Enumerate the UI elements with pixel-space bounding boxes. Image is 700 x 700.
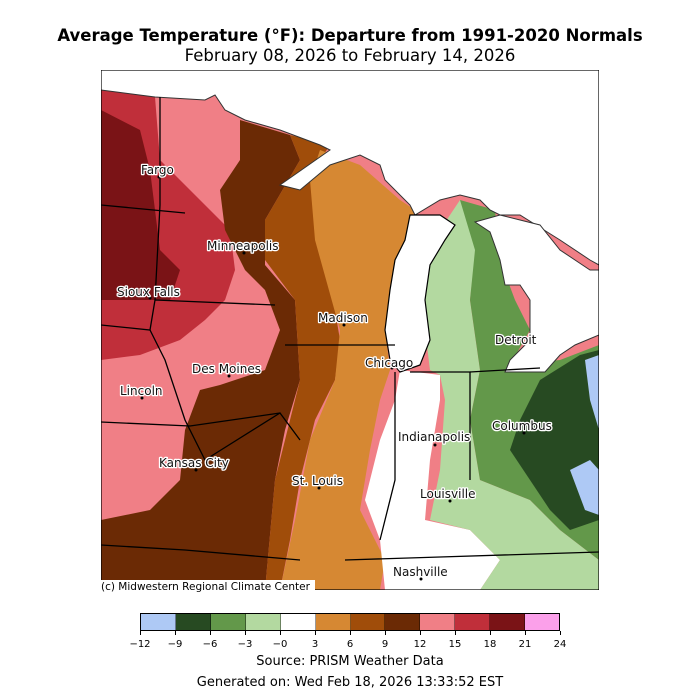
legend-tick-label: −6 (202, 639, 218, 650)
map-subtitle: February 08, 2026 to February 14, 2026 (184, 46, 516, 65)
legend-tick-label: 24 (553, 639, 567, 650)
legend-tick-mark (210, 631, 211, 635)
region-light-blue (585, 355, 599, 430)
legend-tick-label: 9 (381, 639, 389, 650)
legend-tick-mark (525, 631, 526, 635)
legend-swatch (175, 614, 211, 630)
city-label-minneapolis: Minneapolis (207, 239, 279, 253)
legend-tick-mark (560, 631, 561, 635)
lake-huron-erie-ontario (473, 214, 599, 373)
legend-swatch (245, 614, 281, 630)
legend-swatch (525, 614, 560, 630)
legend-swatch (420, 614, 456, 630)
legend-tick-label: −9 (167, 639, 183, 650)
legend-tick-label: −12 (129, 639, 151, 650)
legend-tick-mark (175, 631, 176, 635)
region-light-blue (570, 460, 599, 515)
city-label-fargo: Fargo (141, 163, 174, 177)
region-orange (280, 150, 415, 590)
region-maroon (101, 110, 180, 300)
legend-tick-label: −0 (272, 639, 288, 650)
legend-tick-mark (455, 631, 456, 635)
legend-swatch (385, 614, 421, 630)
credit-text: (c) Midwestern Regional Climate Center (101, 580, 315, 594)
state-borders (101, 97, 599, 561)
legend-tick-label: 21 (518, 639, 532, 650)
region-dark-brown (101, 120, 300, 590)
city-label-lincoln: Lincoln (120, 384, 163, 398)
city-label-madison: Madison (318, 311, 368, 325)
city-label-st-louis: St. Louis (292, 474, 343, 488)
legend-swatch (490, 614, 526, 630)
legend-swatch (315, 614, 351, 630)
city-label-nashville: Nashville (393, 565, 448, 579)
legend-tick-mark (490, 631, 491, 635)
legend-tick-mark (245, 631, 246, 635)
region-white (365, 370, 500, 590)
legend-swatch (210, 614, 246, 630)
city-label-columbus: Columbus (492, 419, 552, 433)
region-light-green (420, 200, 599, 590)
source-text: Source: PRISM Weather Data (256, 654, 444, 669)
city-label-chicago: Chicago (365, 356, 413, 370)
legend-tick-mark (350, 631, 351, 635)
legend-swatch (141, 614, 176, 630)
city-label-kansas-city: Kansas City (159, 456, 229, 470)
map-title: Average Temperature (°F): Departure from… (57, 26, 643, 45)
legend-tick-label: −3 (237, 639, 253, 650)
legend-tick-mark (280, 631, 281, 635)
city-label-louisville: Louisville (420, 487, 476, 501)
legend-tick-label: 3 (311, 639, 319, 650)
legend-tick-label: 6 (346, 639, 354, 650)
legend-tick-mark (385, 631, 386, 635)
city-label-sioux-falls: Sioux Falls (117, 285, 180, 299)
city-label-des-moines: Des Moines (192, 362, 261, 376)
color-legend-bar (140, 613, 560, 631)
generated-text: Generated on: Wed Feb 18, 2026 13:33:52 … (196, 675, 504, 690)
legend-swatch (455, 614, 491, 630)
legend-tick-mark (315, 631, 316, 635)
city-label-indianapolis: Indianapolis (398, 430, 470, 444)
legend-swatch (280, 614, 316, 630)
city-label-detroit: Detroit (495, 333, 537, 347)
city-labels: Fargo Minneapolis Sioux Falls Madison De… (116, 162, 553, 581)
legend-tick-label: 15 (448, 639, 462, 650)
legend-tick-label: 12 (413, 639, 427, 650)
legend-tick-mark (420, 631, 421, 635)
lake-michigan (384, 214, 456, 373)
legend-swatch (350, 614, 386, 630)
legend-tick-mark (140, 631, 141, 635)
legend-tick-label: 18 (483, 639, 497, 650)
